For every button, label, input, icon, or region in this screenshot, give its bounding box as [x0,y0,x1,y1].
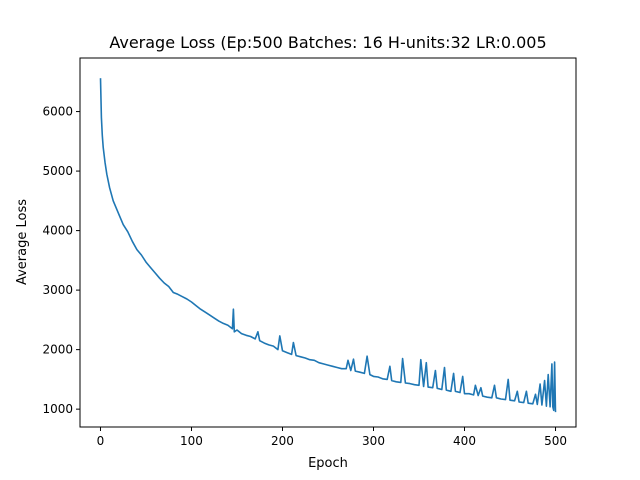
x-tick-label: 200 [271,434,294,448]
y-tick-label: 1000 [42,402,73,416]
y-tick-label: 2000 [42,343,73,357]
x-tick-label: 500 [544,434,567,448]
y-tick-label: 3000 [42,283,73,297]
x-axis-label: Epoch [308,456,348,471]
x-axis-ticks: 0 100 200 300 400 500 [97,427,567,448]
y-axis-ticks: 1000 2000 3000 4000 5000 6000 [42,105,80,416]
loss-series-line [99,78,557,413]
x-tick-label: 100 [180,434,203,448]
chart-title: Average Loss (Ep:500 Batches: 16 H-units… [109,33,546,52]
y-tick-label: 5000 [42,164,73,178]
x-tick-label: 0 [97,434,105,448]
x-tick-label: 400 [453,434,476,448]
plot-frame [79,57,577,428]
y-tick-label: 4000 [42,224,73,238]
series-group [99,78,557,413]
x-tick-label: 300 [362,434,385,448]
y-axis-label: Average Loss [15,199,30,285]
y-tick-label: 6000 [42,105,73,119]
